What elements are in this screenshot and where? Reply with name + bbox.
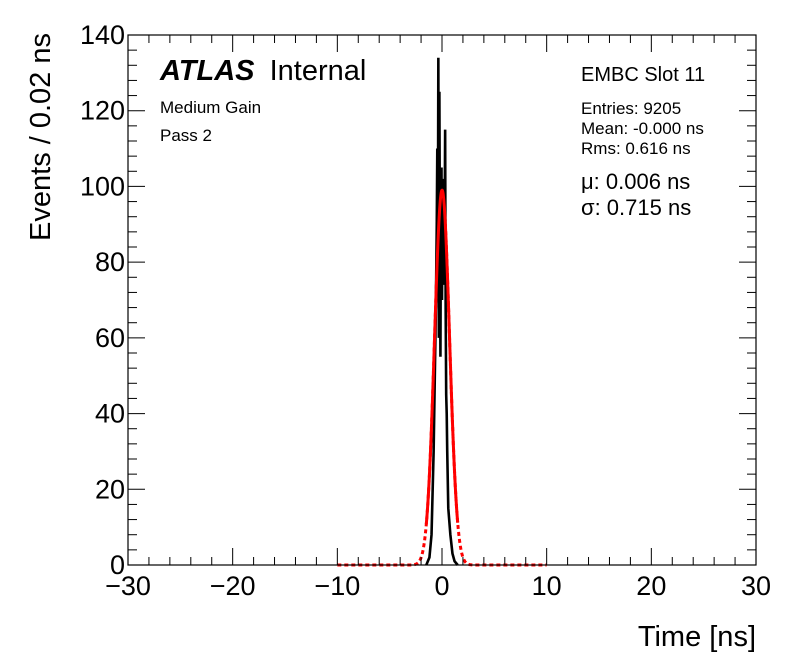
y-tick-label: 100	[80, 171, 125, 201]
x-tick-labels: −30 −20 −10 0 10 20 30	[105, 571, 771, 601]
y-tick-label: 20	[95, 474, 125, 504]
stats-sigma: σ: 0.715 ns	[581, 195, 691, 220]
y-tick-label: 40	[95, 399, 125, 429]
y-tick-label: 120	[80, 96, 125, 126]
y-tick-label: 140	[80, 20, 125, 50]
y-tick-label: 0	[110, 550, 125, 580]
y-tick-labels: 0 20 40 60 80 100 120 140	[80, 20, 125, 580]
atlas-label-internal: Internal	[270, 55, 367, 87]
x-axis-label: Time [ns]	[638, 621, 756, 653]
stats-title: EMBC Slot 11	[581, 64, 705, 86]
atlas-label-bold: ATLAS	[159, 55, 255, 87]
y-axis-label: Events / 0.02 ns	[25, 33, 57, 241]
y-tick-label: 60	[95, 323, 125, 353]
histogram-series	[425, 57, 459, 566]
x-tick-label: −10	[314, 571, 360, 601]
x-tick-label: −30	[105, 571, 151, 601]
x-tick-label: 10	[532, 571, 562, 601]
note-pass: Pass 2	[160, 126, 212, 145]
x-tick-label: 0	[434, 571, 449, 601]
x-tick-label: 30	[741, 571, 771, 601]
x-tick-label: −20	[210, 571, 256, 601]
note-gain: Medium Gain	[160, 98, 261, 117]
axis-ticks	[127, 34, 757, 566]
stats-entries: Entries: 9205	[581, 99, 681, 118]
fit-series	[424, 188, 460, 525]
histogram	[425, 57, 459, 566]
stats-mu: μ: 0.006 ns	[581, 169, 690, 194]
fit-curve	[424, 188, 460, 525]
x-tick-label: 20	[636, 571, 666, 601]
stats-rms: Rms: 0.616 ns	[581, 139, 691, 158]
y-tick-label: 80	[95, 247, 125, 277]
stats-mean: Mean: -0.000 ns	[581, 119, 704, 138]
atlas-label: ATLAS Internal	[159, 55, 366, 87]
